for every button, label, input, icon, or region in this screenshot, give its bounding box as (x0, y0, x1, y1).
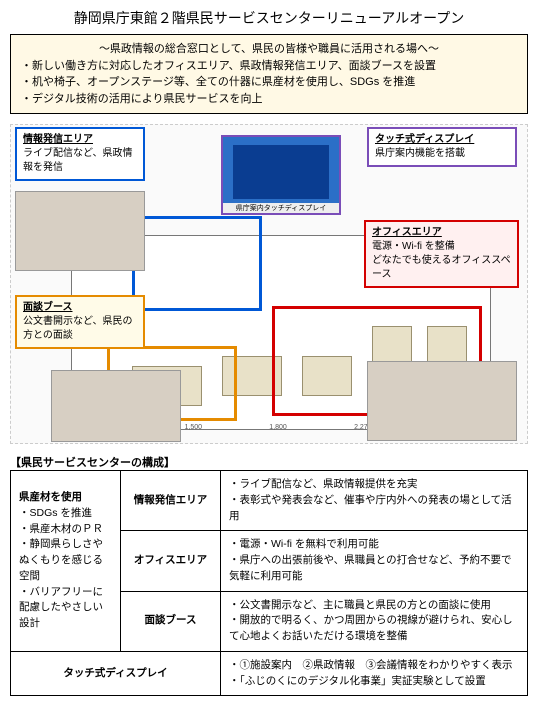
area-name: 情報発信エリア (121, 471, 221, 531)
photo-office (367, 361, 517, 441)
structure-table: 県産材を使用 SDGs を推進 県産木材のＰＲ 静岡県らしさやぬくもりを感じる空… (10, 470, 528, 696)
callout-title: 情報発信エリア (23, 133, 137, 147)
area-points: 電源・Wi-fi を無料で利用可能 県庁への出張前後や、県職員との打合せなど、予… (221, 531, 528, 591)
intro-bullet: ・机や椅子、オープンステージ等、全ての什器に県産材を使用し、SDGs を推進 (21, 74, 517, 91)
page-title: 静岡県庁東館２階県民サービスセンターリニューアルオープン (10, 8, 528, 28)
area-name: オフィスエリア (121, 531, 221, 591)
callout-title: 面談ブース (23, 301, 137, 315)
callout-touch: タッチ式ディスプレイ 県庁案内機能を搭載 (367, 127, 517, 167)
area-points: ①施設案内 ②県政情報 ③会議情報をわかりやすく表示 「ふじのくにのデジタル化事… (221, 651, 528, 696)
photo-info-area (15, 191, 145, 271)
zone-info (132, 216, 262, 311)
intro-lead: ～県政情報の総合窓口として、県民の皆様や職員に活用される場へ～ (21, 41, 517, 58)
left-bullets: SDGs を推進 県産木材のＰＲ 静岡県らしさやぬくもりを感じる空間 バリアフリ… (19, 506, 112, 632)
callout-meeting: 面談ブース 公文書開示など、県民の方との面談 (15, 295, 145, 349)
intro-bullet: ・デジタル技術の活用により県民サービスを向上 (21, 91, 517, 108)
area-name: タッチ式ディスプレイ (11, 651, 221, 696)
intro-bullet: ・新しい働き方に対応したオフィスエリア、県政情報発信エリア、面談ブースを設置 (21, 58, 517, 75)
area-points: ライブ配信など、県政情報提供を充実 表彰式や発表会など、催事や庁内外への発表の場… (221, 471, 528, 531)
callout-body: 公文書開示など、県民の方との面談 (23, 315, 137, 343)
display-caption: 県庁案内タッチディスプレイ (223, 203, 339, 213)
callout-info: 情報発信エリア ライブ配信など、県政情報を発信 (15, 127, 145, 181)
callout-body: 電源・Wi-fi を整備 どなたでも使えるオフィススペース (372, 240, 511, 282)
callout-body: 県庁案内機能を搭載 (375, 147, 509, 161)
photo-meeting (51, 370, 181, 442)
callout-office: オフィスエリア 電源・Wi-fi を整備 どなたでも使えるオフィススペース (364, 220, 519, 288)
touch-display-photo: 県庁案内タッチディスプレイ (221, 135, 341, 215)
callout-title: オフィスエリア (372, 226, 511, 240)
floor-diagram: 9001,5001,8002,2702,500 情報発信エリア ライブ配信など、… (10, 124, 528, 444)
section-label: 【県民サービスセンターの構成】 (10, 454, 528, 470)
left-header: 県産材を使用 (19, 490, 112, 506)
area-points: 公文書開示など、主に職員と県民の方との面談に使用 開放的で明るく、かつ周囲からの… (221, 591, 528, 651)
intro-box: ～県政情報の総合窓口として、県民の皆様や職員に活用される場へ～ ・新しい働き方に… (10, 34, 528, 114)
callout-title: タッチ式ディスプレイ (375, 133, 509, 147)
area-name: 面談ブース (121, 591, 221, 651)
callout-body: ライブ配信など、県政情報を発信 (23, 147, 137, 175)
